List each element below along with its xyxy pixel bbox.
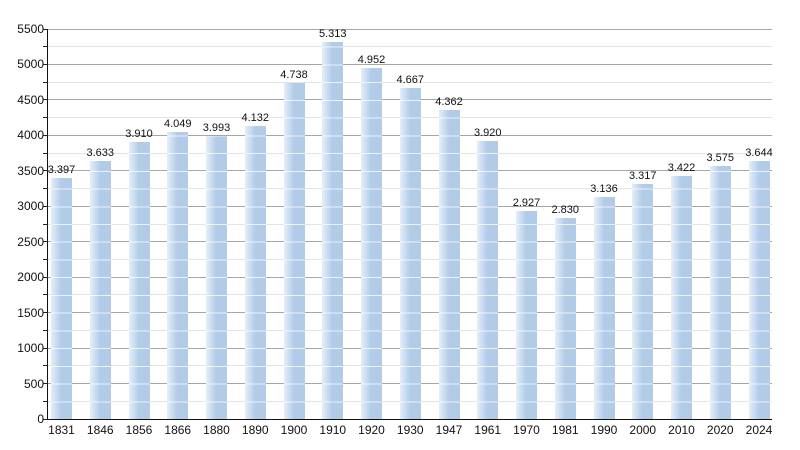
y-axis-label: 4500: [17, 92, 44, 107]
y-axis-tick: [43, 170, 48, 172]
y-axis-label: 1500: [17, 305, 44, 320]
bar-value-label: 4.667: [396, 74, 425, 87]
x-axis-label-2000: 2000: [629, 423, 657, 437]
bar-2000: [632, 183, 654, 419]
bar-value-label: 3.920: [473, 127, 502, 140]
bar-1880: [206, 135, 227, 419]
bar-1930: [399, 88, 421, 419]
bar-value-label: 4.049: [163, 117, 192, 130]
bar-1910: [322, 42, 344, 419]
y-axis-label: 3500: [17, 163, 44, 178]
bar-1856: [128, 141, 150, 419]
y-axis-tick: [43, 28, 48, 30]
y-axis-label: 5500: [17, 22, 44, 36]
y-axis-label: 2500: [17, 234, 44, 249]
x-axis-label-1900: 1900: [280, 423, 308, 437]
bar-2010: [671, 176, 692, 419]
bar-value-label: 2.927: [512, 197, 541, 210]
bar-value-label: 3.575: [706, 151, 735, 164]
bar-1846: [89, 161, 111, 419]
bar-1961: [477, 141, 499, 419]
x-axis-label-1920: 1920: [358, 423, 385, 437]
y-axis-tick: [43, 117, 48, 119]
bar-value-label: 4.738: [280, 69, 308, 82]
gridline-major: [48, 28, 772, 30]
bar-value-label: 3.993: [202, 121, 231, 134]
y-axis-tick: [43, 347, 48, 349]
bar-value-label: 4.952: [357, 53, 386, 66]
bar-value-label: 2.830: [551, 204, 580, 217]
y-axis-label: 2000: [17, 270, 44, 285]
y-axis-tick: [43, 258, 48, 260]
y-axis-label: 3000: [17, 199, 44, 214]
x-axis-label-1990: 1990: [590, 423, 618, 437]
bar-1831: [51, 178, 72, 419]
x-axis-label-2024: 2024: [745, 423, 773, 437]
bar-value-label: 5.313: [318, 28, 347, 41]
x-axis-label-1866: 1866: [164, 423, 192, 437]
y-axis-tick: [43, 418, 48, 420]
y-axis-tick: [43, 400, 48, 402]
x-axis-label-1947: 1947: [435, 423, 463, 437]
bar-1920: [361, 67, 382, 419]
bar-1981: [554, 218, 576, 419]
bar-value-label: 3.910: [125, 127, 153, 140]
y-axis-tick: [43, 188, 48, 190]
bar-1990: [593, 196, 615, 419]
gridline-major: [48, 63, 772, 65]
y-axis-tick: [43, 99, 48, 101]
gridline-minor: [48, 46, 772, 48]
bar-value-label: 4.132: [241, 112, 270, 124]
bar-value-label: 3.422: [667, 162, 696, 175]
y-axis-tick: [43, 134, 48, 136]
y-axis-label: 4000: [17, 128, 44, 143]
y-axis-tick: [43, 223, 48, 225]
y-axis-tick: [43, 63, 48, 65]
x-axis-label-1981: 1981: [551, 423, 579, 437]
y-axis-tick: [43, 152, 48, 154]
bar-1970: [516, 211, 537, 419]
bar-1900: [283, 83, 305, 419]
y-axis-tick: [43, 46, 48, 48]
bar-2024: [748, 160, 770, 419]
x-axis-label-1970: 1970: [513, 423, 540, 437]
x-axis-label-2010: 2010: [668, 423, 695, 437]
bar-value-label: 3.397: [47, 164, 76, 177]
x-axis-line: [47, 418, 772, 420]
y-axis-tick: [43, 383, 48, 385]
bar-1866: [167, 131, 189, 419]
y-axis-tick: [43, 365, 48, 367]
y-axis-tick: [43, 81, 48, 83]
y-axis-tick: [43, 241, 48, 243]
y-axis-label: 5000: [17, 57, 44, 72]
y-axis-tick: [43, 294, 48, 296]
bar-1890: [244, 126, 266, 419]
bar-2020: [709, 165, 731, 419]
x-axis-label-1930: 1930: [396, 423, 424, 437]
x-axis-label-1910: 1910: [319, 423, 347, 437]
y-axis-tick: [43, 276, 48, 278]
x-axis-label-1846: 1846: [86, 423, 114, 437]
y-axis-label: 1000: [17, 341, 44, 356]
x-axis-label-1890: 1890: [241, 423, 269, 437]
plot-area: 3.397 3.633 3.910 4.049 3.993 4.132 4.738 5.313…: [48, 28, 773, 419]
bar-1947: [438, 109, 460, 419]
bar-value-label: 3.644: [745, 146, 773, 159]
x-axis-label-1880: 1880: [203, 423, 230, 437]
y-axis-label: 500: [23, 376, 44, 391]
bar-value-label: 3.317: [628, 169, 657, 182]
y-axis-tick: [43, 205, 48, 207]
gridline-minor: [48, 81, 772, 83]
x-axis-label-1831: 1831: [48, 423, 75, 437]
bar-value-label: 4.362: [435, 95, 463, 108]
y-axis-tick: [43, 312, 48, 314]
y-axis-label: 0: [37, 412, 44, 426]
y-axis-tick: [43, 329, 48, 331]
x-axis-label-2020: 2020: [706, 423, 734, 437]
x-axis-label-1856: 1856: [125, 423, 153, 437]
x-axis-label-1961: 1961: [474, 423, 502, 437]
bar-value-label: 3.136: [590, 182, 618, 195]
bar-value-label: 3.633: [86, 147, 115, 160]
